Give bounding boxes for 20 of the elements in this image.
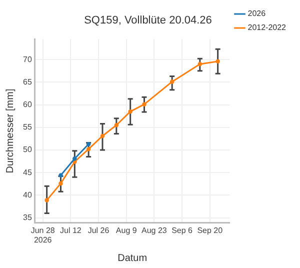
y-tick-label: 55 <box>22 122 32 132</box>
legend-label: 2026 <box>248 9 266 18</box>
y-tick-label: 70 <box>22 54 32 64</box>
x-tick-label: Sep 20 <box>197 226 224 235</box>
x-tick-label: Sep 6 <box>172 226 194 235</box>
x-axis-title: Datum <box>118 252 148 264</box>
y-tick-label: 40 <box>22 190 32 200</box>
y-tick-label: 35 <box>22 213 32 222</box>
x-tick-label: Jul 12 <box>60 226 82 235</box>
x-tick-label: Jul 26 <box>88 226 110 235</box>
y-tick-label: 50 <box>22 145 32 154</box>
chart-title: SQ159, Vollblüte 20.04.26 <box>84 14 212 27</box>
y-tick-label: 45 <box>22 168 32 177</box>
y-tick-label: 65 <box>22 77 32 86</box>
x-tick-label: Aug 9 <box>116 226 138 235</box>
y-axis-title: Durchmesser [mm] <box>4 88 16 174</box>
x-tick-label: Jun 28 2026 <box>30 226 56 244</box>
legend-label: 2012-2022 <box>248 23 287 32</box>
y-tick-label: 60 <box>22 100 32 109</box>
x-tick-label: Aug 23 <box>142 226 168 235</box>
